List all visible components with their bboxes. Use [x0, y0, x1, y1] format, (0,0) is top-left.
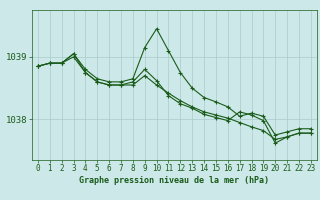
- X-axis label: Graphe pression niveau de la mer (hPa): Graphe pression niveau de la mer (hPa): [79, 176, 269, 185]
